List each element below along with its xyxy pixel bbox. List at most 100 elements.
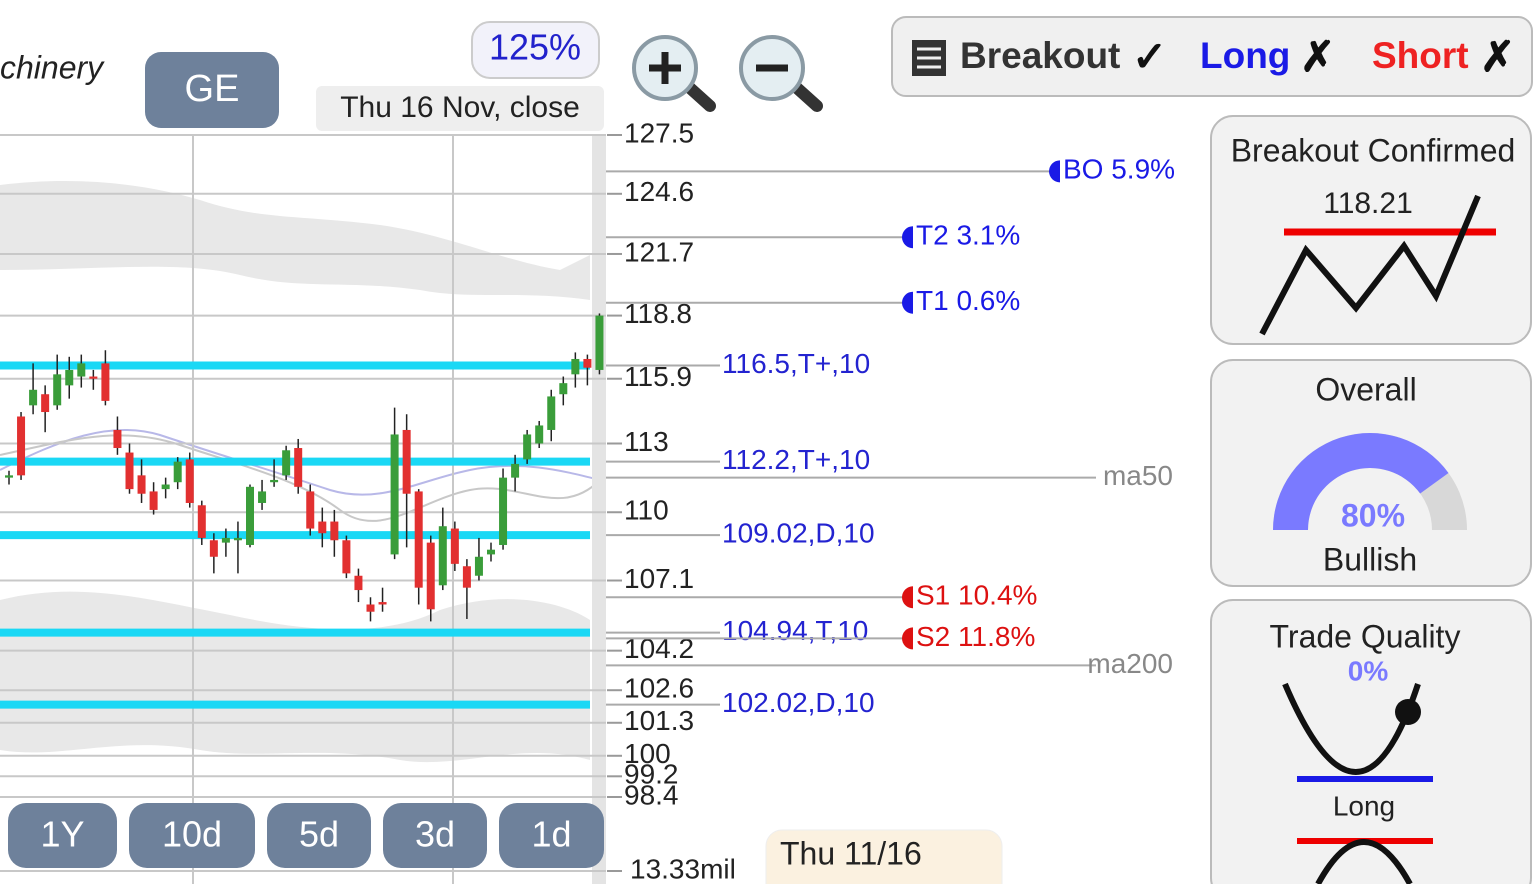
candle-body: [450, 528, 459, 564]
zoom-handle[interactable]: [684, 82, 716, 112]
range-label[interactable]: 1Y: [40, 814, 84, 855]
y-tick-label: 102.6: [624, 673, 694, 704]
zoom-in[interactable]: [632, 35, 716, 112]
candle-body: [414, 491, 423, 588]
ma-line: [0, 434, 601, 522]
target-marker: [902, 627, 913, 650]
candle-body: [53, 374, 62, 406]
verdict: Bullish: [1323, 541, 1417, 577]
y-tick-label: 127.5: [624, 117, 694, 148]
candle-body: [101, 363, 110, 401]
range-label[interactable]: 5d: [299, 814, 339, 855]
candle-body: [330, 521, 339, 541]
candle-body: [390, 434, 399, 555]
plot: 116.5,T+,10 112.2,T+,10 109.02,D,10 104.94,…: [0, 154, 1175, 718]
y-tick-label: 107.1: [624, 563, 694, 594]
zoom-plus[interactable]: [649, 52, 681, 84]
target-label: BO 5.9%: [1063, 154, 1175, 185]
target-label: T2 3.1%: [916, 220, 1020, 251]
candle-body: [523, 434, 532, 460]
candle-body: [258, 491, 267, 503]
target-label: S2 11.8%: [916, 621, 1035, 652]
candle-body: [5, 475, 13, 478]
average-label: ma200: [1087, 648, 1173, 679]
candle-body: [474, 556, 483, 576]
target-marker: [902, 226, 913, 249]
signals: Breakout ✓ Long ✗ Short ✗: [960, 33, 1515, 80]
candle-body: [378, 602, 387, 605]
quality-curve: [1315, 839, 1413, 884]
candle-body: [487, 549, 495, 555]
range-button[interactable]: [383, 803, 487, 868]
signal-label[interactable]: Long: [1200, 35, 1290, 76]
quality-value: 0%: [1348, 655, 1389, 686]
candle-body: [366, 604, 375, 612]
average-label: ma50: [1103, 460, 1173, 491]
candle-body: [282, 450, 291, 476]
y-tick-label: 110: [624, 495, 669, 526]
candle-body: [161, 484, 170, 490]
sector: chinery: [0, 49, 105, 85]
lower-band: [0, 591, 590, 763]
date: Thu 16 Nov, close: [340, 91, 580, 124]
zoom-box: [471, 21, 600, 79]
panel-title: Breakout Confirmed: [1231, 132, 1516, 168]
panel: [1210, 599, 1532, 884]
candle-body: [270, 479, 279, 483]
range-button[interactable]: [499, 803, 604, 868]
range-button[interactable]: [8, 803, 117, 868]
gauge-fill: [1273, 433, 1449, 530]
range-label[interactable]: 1d: [531, 814, 571, 855]
candle-body: [535, 425, 544, 444]
candle-body: [233, 537, 242, 541]
panel-title: Trade Quality: [1270, 618, 1461, 654]
candle-body: [137, 475, 146, 494]
panel-title: Overall: [1315, 371, 1416, 407]
zoom-out[interactable]: [739, 35, 823, 112]
signals-bar: [891, 16, 1533, 97]
range-buttons: 1Y 10d 5d 3d 1d: [8, 803, 604, 868]
range-label[interactable]: 3d: [415, 814, 455, 855]
candle-body: [306, 491, 315, 529]
signal-mark[interactable]: ✓: [1132, 33, 1167, 80]
symbol-button[interactable]: [145, 52, 279, 128]
signal-label[interactable]: Breakout: [960, 35, 1120, 76]
candle-body: [29, 389, 38, 406]
gauge: [1273, 433, 1467, 530]
candle-body: [125, 452, 134, 490]
candle-body: [221, 537, 230, 543]
ma-line: [0, 428, 601, 496]
gauge-value: 80%: [1341, 497, 1405, 533]
level-label: 104.94,T,10: [722, 615, 868, 646]
candle-body: [595, 315, 604, 370]
candle-body: [65, 369, 74, 386]
candle-body: [583, 358, 592, 368]
target-marker: [902, 291, 913, 314]
signal-mark[interactable]: ✗: [1300, 33, 1335, 80]
candle-body: [294, 448, 303, 487]
range-label[interactable]: 10d: [162, 814, 222, 855]
symbol[interactable]: GE: [185, 68, 240, 110]
candle-body: [354, 575, 363, 591]
candle-body: [511, 463, 520, 478]
target-marker: [902, 586, 913, 609]
price-column: [592, 135, 606, 884]
candle-body: [499, 477, 508, 545]
signal-mark[interactable]: ✗: [1480, 33, 1515, 80]
candle-body: [559, 383, 568, 395]
volume-label: 13.33mil: [630, 853, 736, 884]
y-tick-label: 99.2: [624, 759, 679, 790]
signal-label[interactable]: Short: [1372, 35, 1469, 76]
icon-lines[interactable]: [917, 47, 941, 69]
range-button[interactable]: [129, 803, 255, 868]
breakout-icon: [1259, 194, 1481, 336]
range-button[interactable]: [267, 803, 371, 868]
menu-icon[interactable]: [912, 40, 946, 76]
level-label: 109.02,D,10: [722, 518, 875, 549]
date-tooltip: [765, 829, 1003, 884]
zoom-handle[interactable]: [791, 82, 823, 112]
candle-body: [77, 363, 86, 377]
y-tick-label: 113: [624, 426, 669, 457]
candle-body: [438, 526, 447, 586]
